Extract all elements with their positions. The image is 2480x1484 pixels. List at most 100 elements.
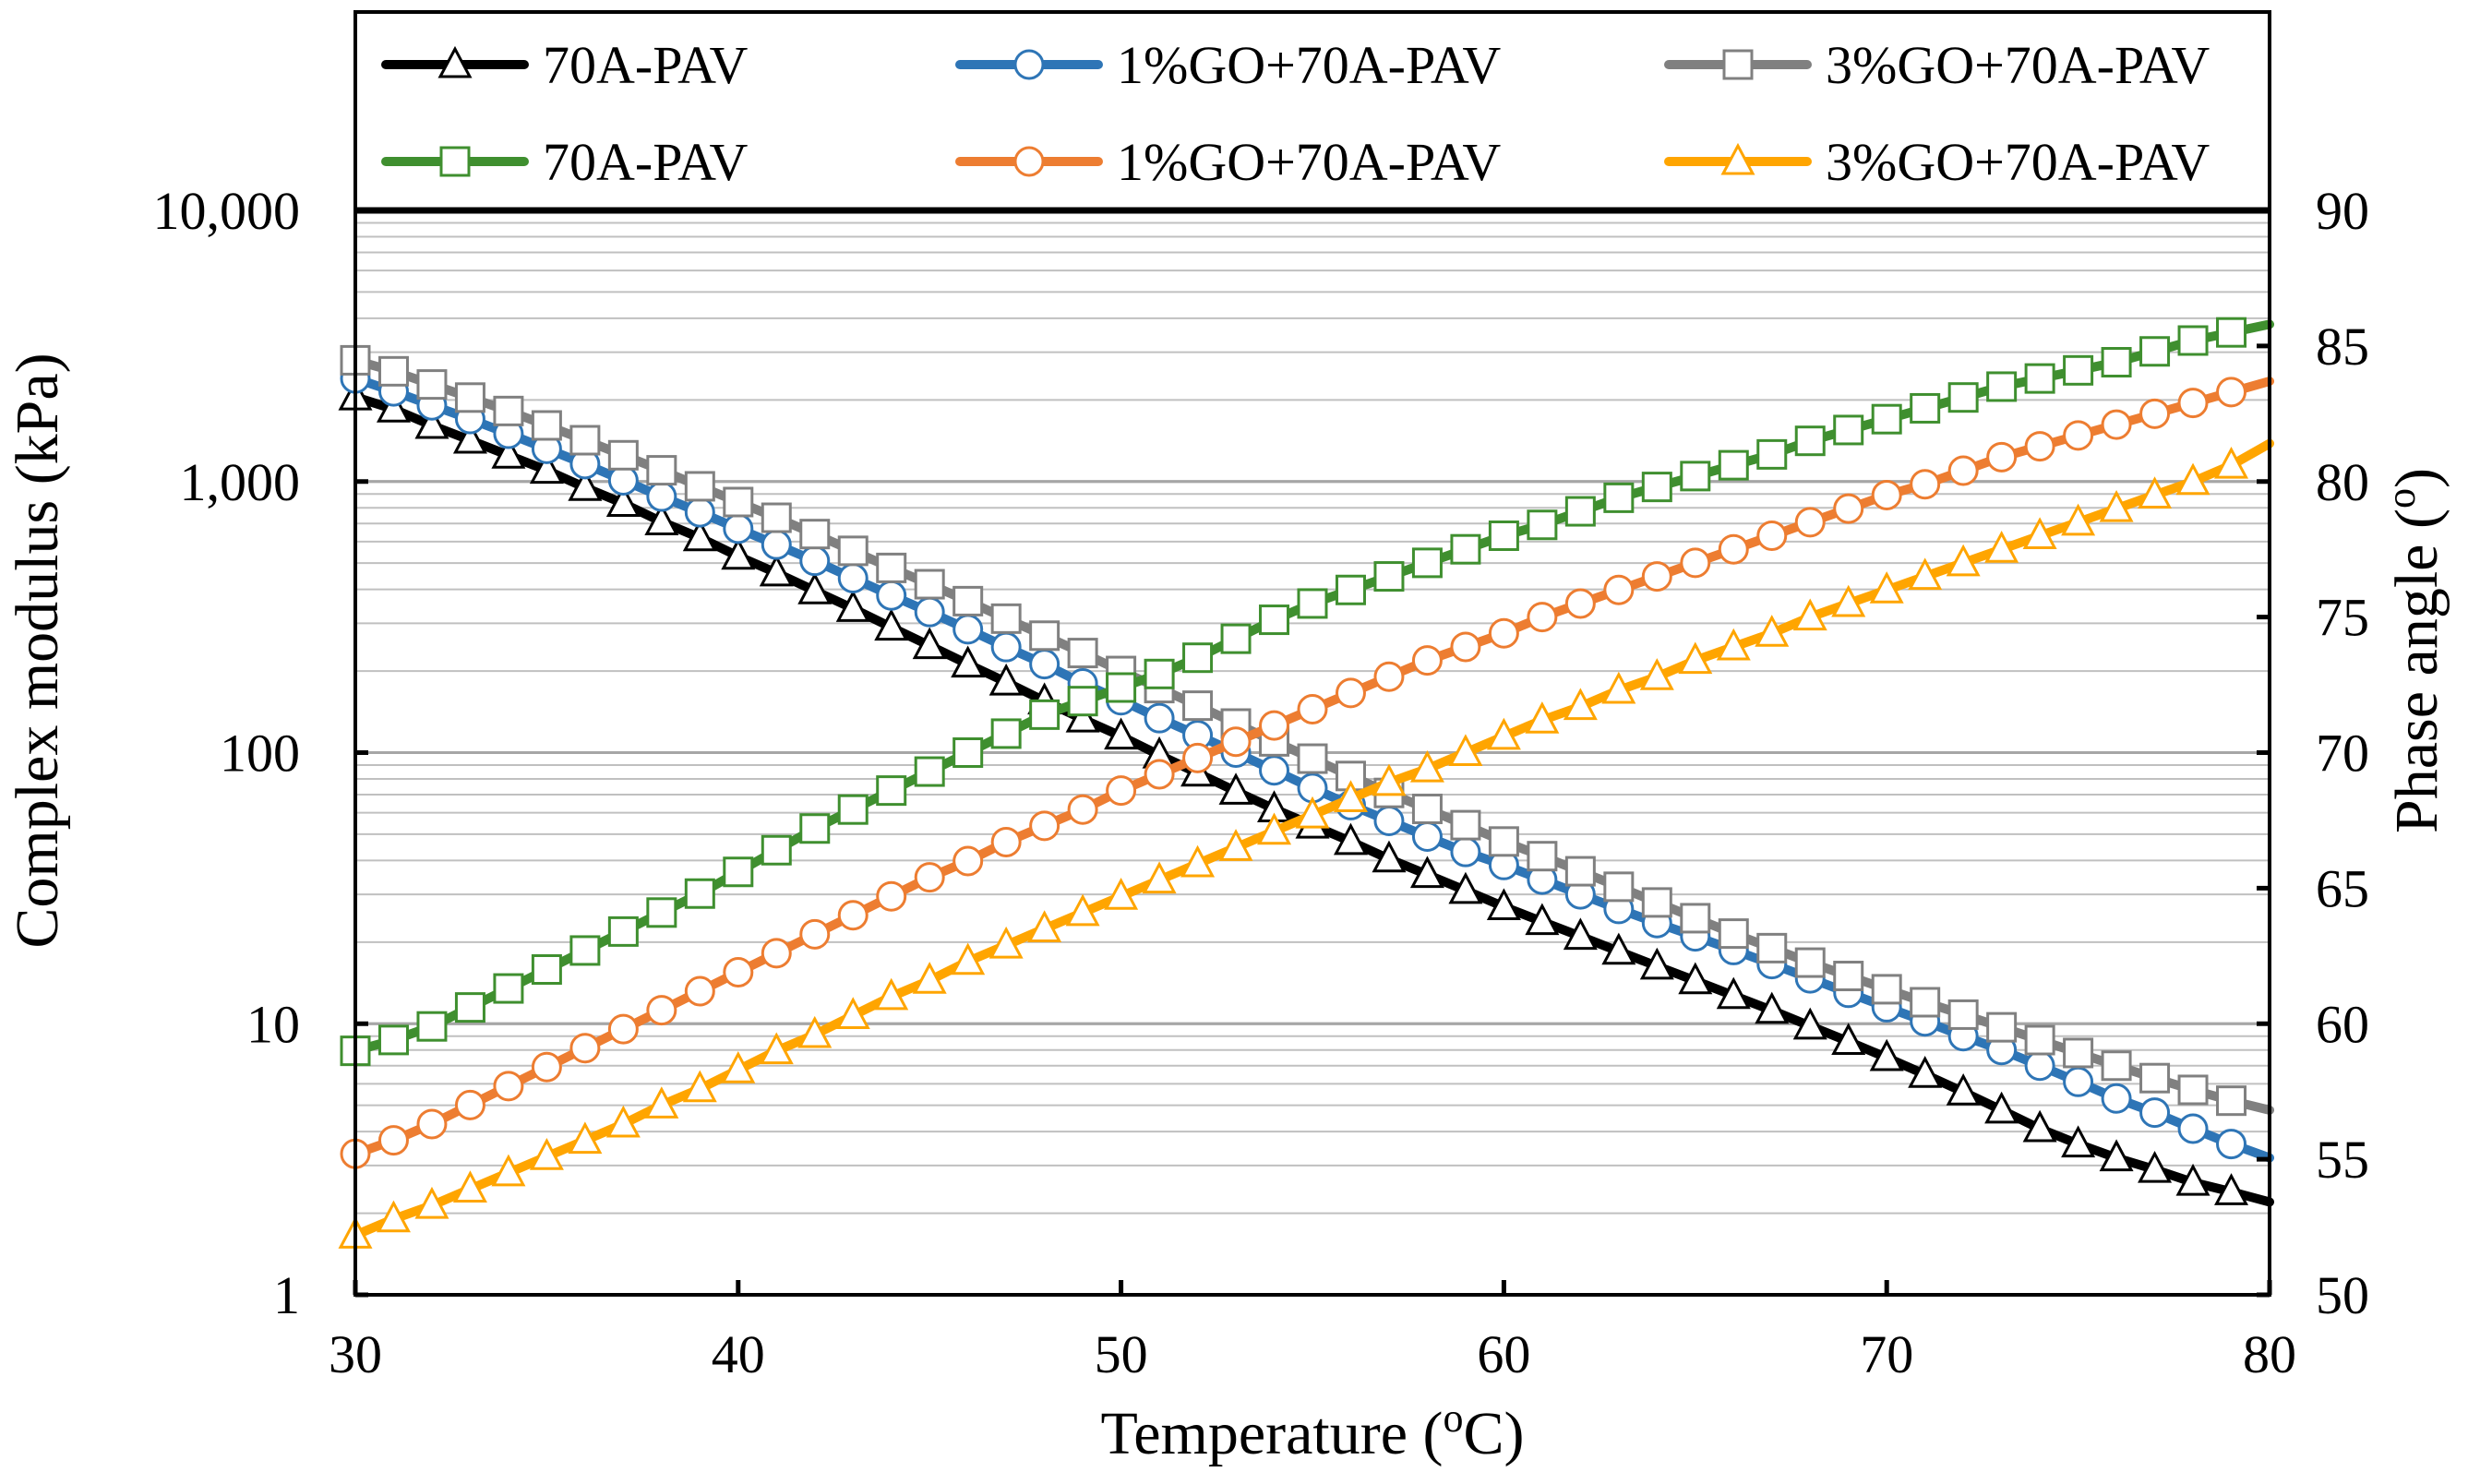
- series-point: [568, 469, 603, 501]
- series-point: [1792, 1007, 1827, 1040]
- series-point: [1716, 976, 1751, 1010]
- series-point: [1144, 759, 1175, 790]
- series-point: [876, 775, 907, 807]
- series-point: [1411, 547, 1443, 579]
- series-point: [454, 1089, 485, 1120]
- series-point: [914, 862, 945, 893]
- series-point: [835, 997, 870, 1029]
- series-point: [2139, 1097, 2171, 1129]
- series-4: [340, 377, 2274, 1169]
- series-point: [529, 1138, 564, 1170]
- series-point: [1564, 588, 1596, 619]
- series-point: [646, 897, 677, 928]
- legend-item: 70A-PAV: [381, 35, 749, 95]
- series-point: [644, 503, 679, 535]
- series-point: [1527, 509, 1558, 541]
- series-point: [1527, 602, 1558, 633]
- series-point: [646, 455, 677, 486]
- series-point: [1910, 469, 1941, 500]
- series-point: [452, 1170, 487, 1203]
- x-tick-label: 60: [1477, 1324, 1530, 1384]
- series-point: [1411, 645, 1443, 676]
- series-point: [799, 519, 831, 550]
- x-axis-title: Temperature (oC): [1101, 1395, 1525, 1467]
- series-point: [1450, 631, 1481, 663]
- series-point: [1027, 910, 1062, 942]
- series-point: [1869, 1038, 1904, 1071]
- series-point: [1450, 809, 1481, 841]
- series-point: [377, 1125, 409, 1156]
- legend-swatch-marker: [1013, 146, 1045, 177]
- series-point: [2139, 398, 2171, 429]
- series-point: [988, 926, 1024, 959]
- series-point: [1029, 699, 1060, 730]
- series-point: [2139, 336, 2171, 367]
- series-point: [837, 794, 869, 825]
- series-point: [1373, 561, 1405, 592]
- series-point: [1908, 557, 1943, 591]
- series-point: [1603, 871, 1635, 903]
- series-point: [761, 834, 792, 866]
- series-point: [799, 813, 831, 844]
- series-point: [761, 938, 792, 969]
- y-tick-label: 100: [220, 724, 300, 784]
- series-point: [2101, 347, 2132, 377]
- legend-item: 3%GO+70A-PAV: [1664, 35, 2210, 95]
- series-point: [914, 756, 945, 787]
- series-point: [491, 437, 526, 469]
- series-point: [799, 545, 831, 577]
- series-point: [1794, 947, 1826, 978]
- series-point: [1563, 688, 1598, 721]
- series-point: [1142, 861, 1177, 894]
- series-point: [1411, 793, 1443, 824]
- series-point: [951, 942, 986, 975]
- series-point: [646, 995, 677, 1026]
- series-point: [990, 603, 1022, 634]
- series-point: [1831, 584, 1866, 617]
- series-point: [684, 471, 715, 502]
- series-point: [2101, 409, 2132, 440]
- series-point: [1259, 755, 1290, 786]
- series-point: [874, 977, 909, 1011]
- series-point: [1335, 574, 1366, 605]
- series-point: [914, 596, 945, 628]
- series-point: [759, 554, 794, 587]
- series-point: [1411, 821, 1443, 853]
- series-point: [2177, 388, 2209, 419]
- series-point: [952, 585, 984, 616]
- series-point: [607, 439, 639, 471]
- series-point: [684, 975, 715, 1007]
- series-point: [1833, 414, 1864, 446]
- legend-item: 3%GO+70A-PAV: [1664, 132, 2210, 192]
- series-point: [1869, 571, 1904, 604]
- series-point: [646, 481, 677, 512]
- series-point: [607, 1013, 639, 1045]
- series-point: [1601, 671, 1636, 704]
- legend-swatch-marker: [439, 146, 471, 177]
- series-point: [452, 421, 487, 454]
- series-point: [1106, 775, 1137, 807]
- series-point: [914, 568, 945, 600]
- series-point: [1448, 871, 1483, 904]
- series-point: [1409, 856, 1444, 889]
- series-point: [1182, 742, 1214, 773]
- legend-swatch-marker: [1013, 49, 1045, 80]
- series-point: [1372, 840, 1407, 873]
- x-tick-label: 50: [1095, 1324, 1148, 1384]
- series-point: [1871, 479, 1902, 510]
- series-point: [797, 572, 833, 604]
- y2-tick-label: 55: [2316, 1130, 2369, 1190]
- series-point: [1488, 617, 1519, 649]
- y2-tick-label: 80: [2316, 452, 2369, 512]
- series-point: [376, 390, 411, 423]
- series-point: [2024, 1050, 2055, 1082]
- series-point: [1984, 1091, 2019, 1124]
- y-tick-label: 10: [246, 994, 300, 1054]
- series-point: [2216, 1085, 2247, 1117]
- series-point: [990, 826, 1022, 857]
- series-point: [1373, 805, 1405, 836]
- x-tick-label: 40: [712, 1324, 765, 1384]
- tick-layer: 30 40 50 60 70 80 1 10 100 1,000 10,000 50 55 60 65 70 7…: [153, 181, 2370, 1384]
- series-point: [1946, 544, 1981, 577]
- series-point: [1986, 441, 2018, 473]
